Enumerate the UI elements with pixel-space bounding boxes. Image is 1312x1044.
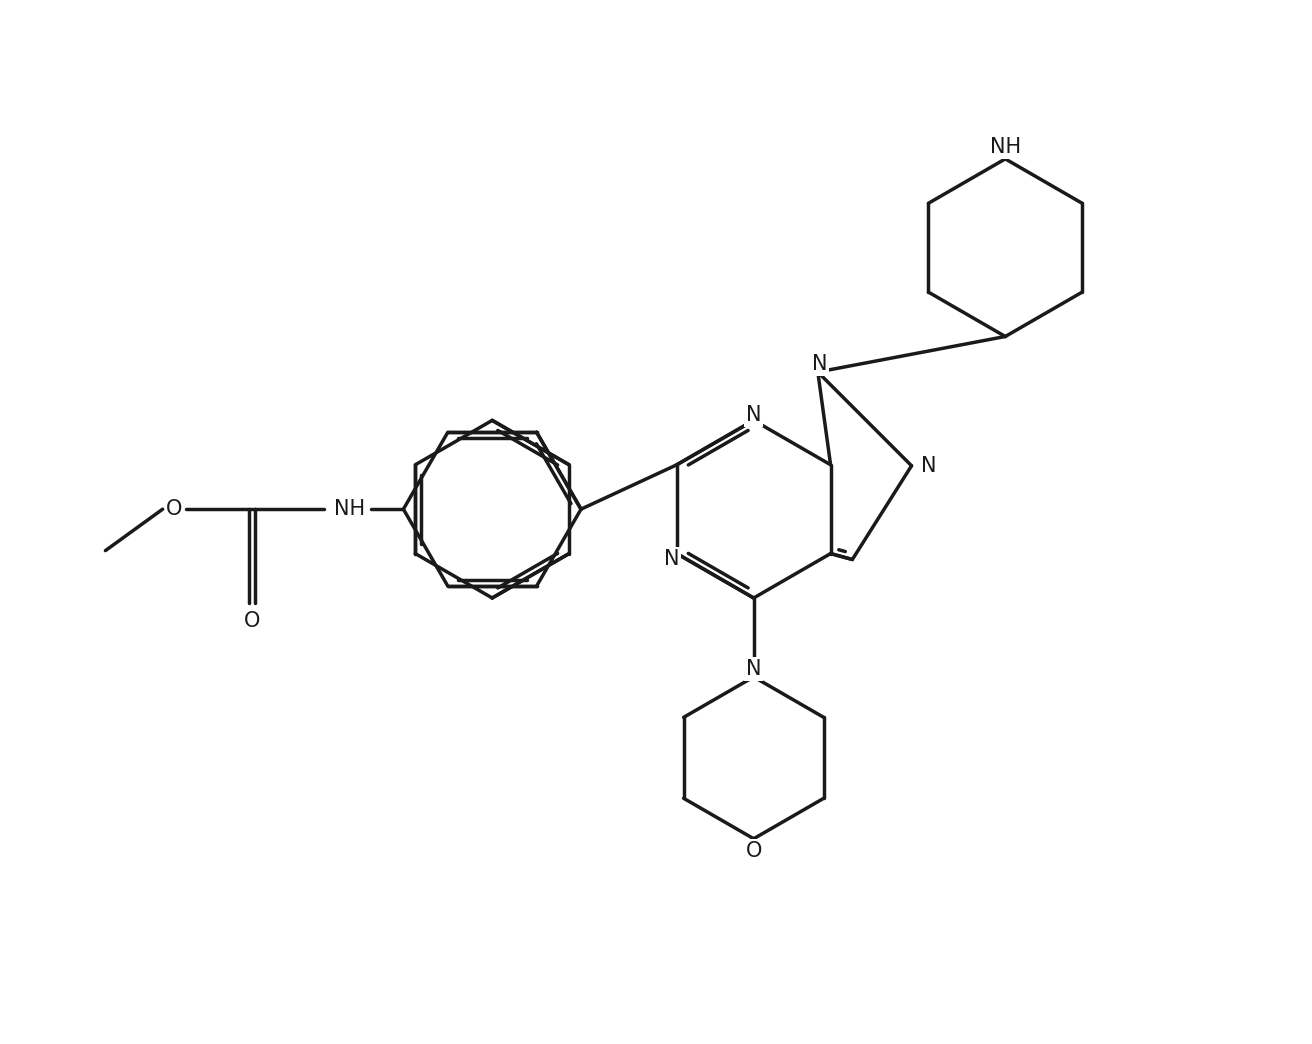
Text: N: N [747, 405, 761, 426]
Text: N: N [921, 456, 935, 476]
Text: N: N [664, 548, 680, 569]
Text: NH: NH [333, 499, 365, 519]
Text: NH: NH [989, 137, 1021, 157]
Text: N: N [812, 354, 828, 374]
Text: N: N [747, 659, 761, 679]
Text: O: O [244, 611, 261, 631]
Text: O: O [745, 840, 762, 860]
Text: O: O [167, 499, 182, 519]
